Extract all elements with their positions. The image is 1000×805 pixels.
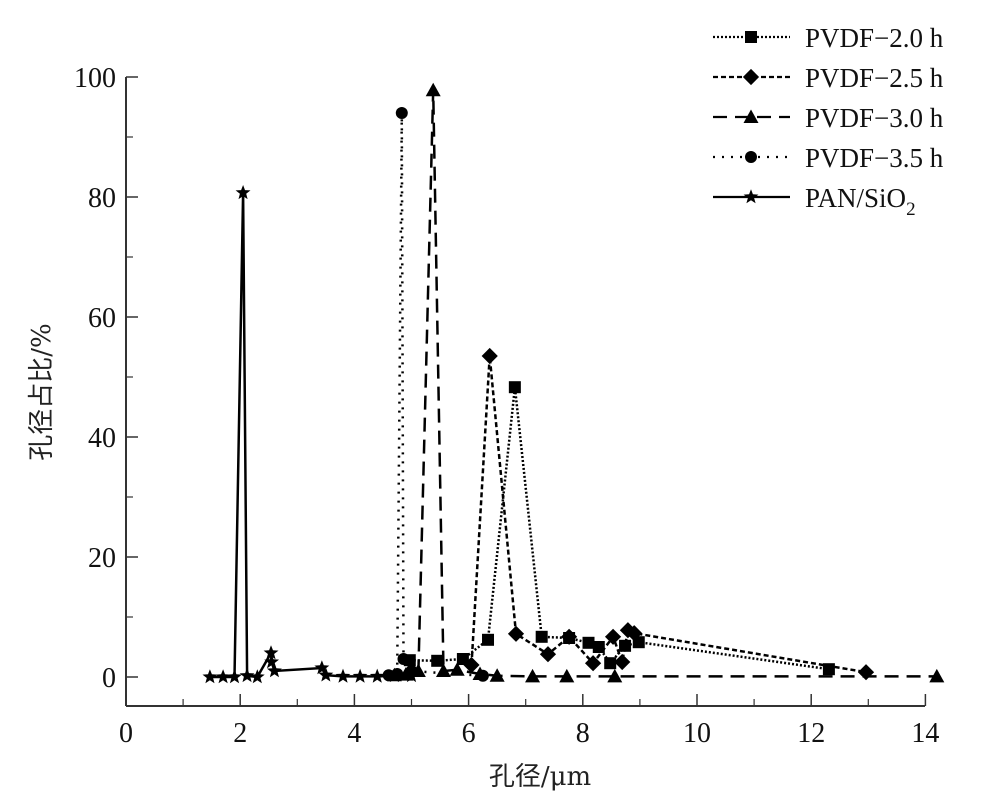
data-point-diamond — [507, 625, 525, 642]
data-point-triangle — [607, 668, 623, 683]
data-point-star — [215, 669, 231, 684]
legend-item: PVDF−2.5 h — [713, 63, 944, 93]
legend-item: PAN/SiO2 — [713, 183, 916, 220]
data-point-star — [335, 668, 351, 683]
data-point-star — [267, 663, 282, 678]
x-tick-label: 10 — [683, 718, 711, 749]
x-axis-title: 孔径/μm — [489, 762, 591, 792]
data-point-star — [404, 668, 419, 683]
data-point-diamond — [539, 646, 557, 663]
data-point-star — [314, 660, 330, 675]
legend-label: PVDF−3.5 h — [805, 143, 944, 173]
y-tick-label: 80 — [88, 183, 116, 214]
legend-subscript: 2 — [906, 199, 916, 220]
data-point-star — [264, 654, 279, 669]
data-point-diamond — [626, 625, 643, 642]
series-line — [409, 387, 830, 671]
y-tick-label: 60 — [88, 303, 116, 334]
y-axis-title: 孔径占比/% — [27, 323, 57, 460]
legend-label: PVDF−2.5 h — [805, 63, 944, 93]
legend-label: PAN/SiO2 — [805, 183, 916, 220]
data-point-triangle — [929, 668, 945, 683]
data-point-square — [508, 381, 521, 394]
y-ticks: 0 20 40 60 80 100 — [74, 63, 138, 694]
legend-marker-circle — [745, 151, 757, 163]
y-tick-label: 40 — [88, 423, 116, 454]
data-point-triangle — [525, 668, 541, 683]
x-tick-label: 8 — [576, 718, 590, 749]
legend-label: PVDF−3.0 h — [805, 103, 944, 133]
series-4 — [202, 185, 419, 684]
data-point-star — [318, 667, 334, 682]
data-point-diamond — [604, 628, 622, 645]
data-point-star — [249, 669, 265, 684]
legend-marker-diamond — [742, 68, 760, 86]
data-point-triangle — [449, 662, 465, 676]
data-point-star — [227, 669, 242, 684]
legend-item: PVDF−2.0 h — [713, 23, 944, 53]
x-tick-label: 12 — [797, 718, 825, 749]
data-point-diamond — [463, 656, 480, 674]
data-point-diamond — [481, 347, 498, 365]
data-point-star — [352, 668, 368, 683]
data-point-square — [822, 663, 835, 676]
data-point-star — [202, 669, 218, 684]
x-tick-label: 6 — [462, 718, 476, 749]
y-tick-label: 0 — [102, 663, 116, 694]
legend-marker-square — [745, 31, 757, 43]
data-point-triangle — [435, 663, 451, 677]
y-tick-label: 100 — [74, 63, 116, 94]
data-point-triangle — [489, 668, 505, 682]
x-tick-label: 2 — [233, 718, 247, 749]
x-tick-label: 0 — [119, 718, 133, 749]
data-point-square — [604, 657, 617, 670]
data-point-triangle — [559, 668, 575, 683]
legend-marker-star — [743, 189, 759, 204]
data-point-diamond — [560, 628, 578, 645]
y-tick-label: 20 — [88, 543, 116, 574]
data-point-square — [582, 636, 595, 649]
x-tick-label: 4 — [347, 718, 361, 749]
data-point-star — [369, 668, 385, 683]
legend-label: PVDF−2.0 h — [805, 23, 944, 53]
series-0 — [403, 381, 835, 676]
legend-item: PVDF−3.0 h — [713, 103, 944, 133]
series-1 — [463, 347, 875, 681]
data-point-square — [619, 639, 632, 652]
data-point-square — [535, 630, 548, 643]
data-point-diamond — [584, 655, 602, 672]
legend-marker-triangle — [743, 109, 759, 123]
data-point-circle — [395, 107, 408, 119]
data-point-square — [482, 633, 495, 646]
data-point-triangle — [425, 82, 441, 97]
series-line — [470, 355, 867, 674]
series-layer — [202, 82, 945, 684]
x-tick-label: 14 — [911, 718, 939, 749]
legend-item: PVDF−3.5 h — [713, 143, 944, 173]
x-ticks: 0 2 4 6 8 10 12 14 — [119, 694, 939, 749]
series-line — [209, 192, 412, 679]
data-point-circle — [476, 669, 489, 682]
data-point-diamond — [614, 653, 631, 671]
legend: PVDF−2.0 h PVDF−2.5 h PVDF−3.0 h PVDF−3.5 h… — [713, 23, 944, 220]
data-point-star — [263, 645, 279, 660]
data-point-circle — [397, 653, 410, 665]
data-point-star — [235, 185, 251, 200]
data-point-star — [239, 668, 255, 683]
data-point-square — [456, 653, 469, 665]
data-point-star — [387, 668, 402, 683]
data-point-diamond — [857, 664, 875, 681]
data-point-square — [431, 654, 444, 667]
